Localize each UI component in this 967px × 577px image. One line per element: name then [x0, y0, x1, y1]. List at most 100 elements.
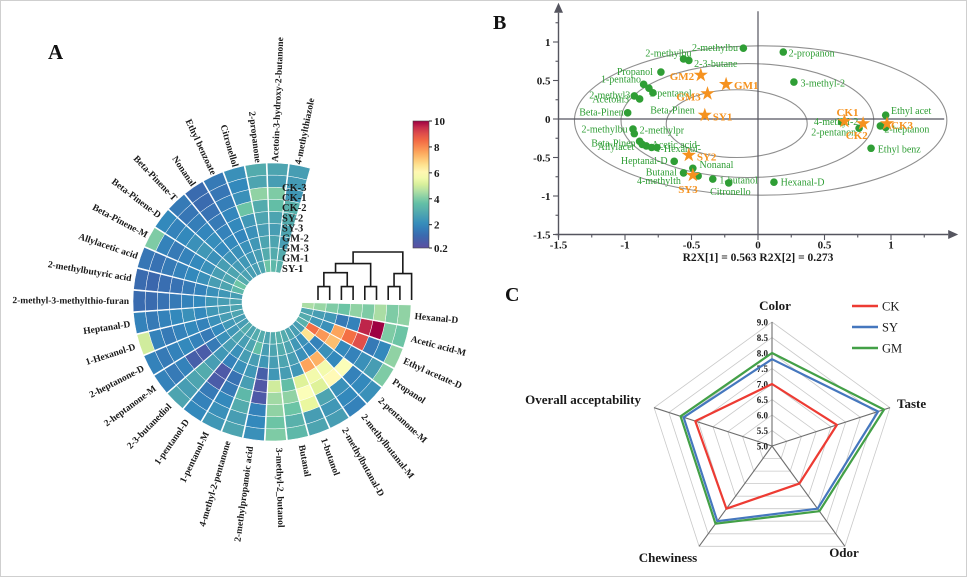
- heatmap-cell: [217, 297, 231, 307]
- radar-grid-ring: [712, 383, 832, 497]
- heatmap-cell: [275, 330, 284, 345]
- heatmap-cell: [295, 316, 310, 329]
- heatmap-cell: [301, 302, 315, 310]
- sector-label: Acetic acid-M: [409, 335, 466, 359]
- heatmap-cell: [372, 303, 388, 323]
- sector-label: Nonanal: [169, 155, 197, 189]
- heatmap-cell: [269, 235, 281, 249]
- heatmap-cell: [193, 295, 207, 308]
- colorbar-tick-label: 0.2: [434, 243, 448, 255]
- radar-tick-label: 7.5: [757, 364, 769, 374]
- loading-label: Heptanal-D: [621, 156, 668, 167]
- heatmap-cell: [144, 291, 158, 312]
- panel-b-biplot: B -1.5 -1 -0.5 0 0.5 1 1 0.5 0 -0.5 -1 -1.5 R2X[1] =…: [493, 2, 959, 264]
- loading-label: 2-propanon: [789, 48, 835, 59]
- heatmap-cell: [384, 304, 400, 325]
- heatmap-cell: [300, 307, 314, 317]
- heatmap-cell: [256, 329, 266, 344]
- loading-dot: [630, 129, 639, 138]
- radar-spoke: [653, 407, 773, 447]
- score-label: SY1: [713, 112, 733, 124]
- legend-label: CK: [882, 300, 899, 314]
- radar-grid-ring: [742, 414, 802, 472]
- loading-dot: [739, 44, 748, 52]
- radar-series-SY: [682, 358, 880, 523]
- heatmap-cell: [236, 273, 250, 287]
- heatmap-cell: [263, 259, 271, 273]
- sector-label: 1-Hexanol-D: [85, 342, 137, 368]
- loading-dot: [708, 175, 717, 183]
- loading-label: 2-heptanon: [884, 125, 929, 136]
- radar-axis-label: Odor: [829, 545, 859, 560]
- colorbar-tick-label: 10: [434, 116, 446, 128]
- loading-dot: [657, 68, 665, 76]
- loading-label: 4-methylth: [637, 176, 681, 187]
- loading-dot: [867, 144, 875, 153]
- heatmap-cell: [268, 211, 283, 225]
- heatmap-cell: [284, 326, 296, 341]
- heatmap-cell: [230, 285, 245, 295]
- heatmap-cell: [265, 415, 286, 430]
- colorbar-tick-label: 4: [434, 194, 440, 206]
- loading-label: 2-methylpr: [640, 125, 685, 136]
- heatmap-cell: [266, 391, 283, 405]
- loading-dot: [679, 169, 688, 177]
- heatmap-cell: [269, 331, 277, 345]
- ring-label: SY-1: [282, 264, 303, 275]
- radar-series-CK: [694, 382, 838, 510]
- sector-label: 1-pentanol-M: [179, 430, 212, 484]
- sector-label: Acetoin-3-hydroxy-2-butanone: [271, 37, 286, 162]
- y-tick-label: -1.5: [533, 230, 551, 242]
- heatmap-cell: [250, 390, 268, 405]
- loading-label: Beta-Pinen: [591, 138, 635, 149]
- score-star: [837, 113, 852, 128]
- ring-label: GM-1: [282, 254, 309, 265]
- heatmap-cell: [251, 199, 269, 214]
- heatmap-cell: [256, 223, 270, 238]
- radar-axis-label: Chewiness: [639, 550, 698, 565]
- heatmap-cell: [298, 311, 312, 323]
- heatmap-cell: [337, 303, 351, 316]
- heatmap-cell: [268, 355, 280, 369]
- x-axis-arrow: [948, 230, 959, 239]
- ring-label: SY-3: [282, 223, 303, 234]
- heatmap-cell: [169, 293, 183, 310]
- heatmap-cell: [270, 259, 278, 273]
- panel-c-letter: C: [505, 284, 519, 306]
- loading-label: 1-Hexanol-: [656, 144, 702, 155]
- heatmap-cell: [396, 304, 412, 327]
- biplot-group: -1.5 -1 -0.5 0 0.5 1 1 0.5 0 -0.5 -1 -1.5 R2X[1] = 0…: [533, 2, 959, 264]
- hotelling-ellipse: [665, 89, 808, 159]
- sector-label: 4-methyl-2-pentanone: [198, 440, 233, 528]
- x-tick-label: -1.5: [550, 240, 568, 252]
- sector-label: 3-methyl-2_butanol: [273, 448, 285, 528]
- sector-label: Butanal: [296, 444, 312, 478]
- heatmap-cell: [249, 187, 268, 202]
- sector-label: 1-butanol: [318, 437, 341, 477]
- heatmap-cell: [156, 292, 170, 311]
- radar-tick-label: 7.0: [757, 380, 769, 390]
- score-label: CK3: [891, 120, 914, 132]
- loading-label: Butanal: [646, 168, 677, 179]
- loading-label: 2-methylbu: [582, 125, 628, 136]
- heatmap-cell: [252, 378, 268, 393]
- radar-tick-label: 6.5: [757, 395, 769, 405]
- heatmap-cell: [229, 304, 244, 312]
- loading-dot: [623, 109, 632, 117]
- score-star: [697, 107, 712, 122]
- panel-a-letter: A: [48, 40, 64, 64]
- loading-label: 1-pentano: [601, 74, 641, 85]
- ring-label: CK-2: [282, 203, 307, 214]
- heatmap-cell: [269, 247, 279, 261]
- loading-label: 4-methyl-2: [814, 117, 858, 128]
- hotelling-ellipse: [620, 63, 875, 179]
- loading-dot: [647, 143, 656, 152]
- heatmap-cell: [229, 291, 244, 300]
- loading-label: Ethyl benz: [878, 145, 922, 156]
- loading-label: 1-butanol: [719, 175, 758, 186]
- radar-axis-label: Taste: [897, 396, 926, 411]
- radar-grid-ring: [668, 337, 876, 535]
- legend-label: GM: [882, 342, 902, 356]
